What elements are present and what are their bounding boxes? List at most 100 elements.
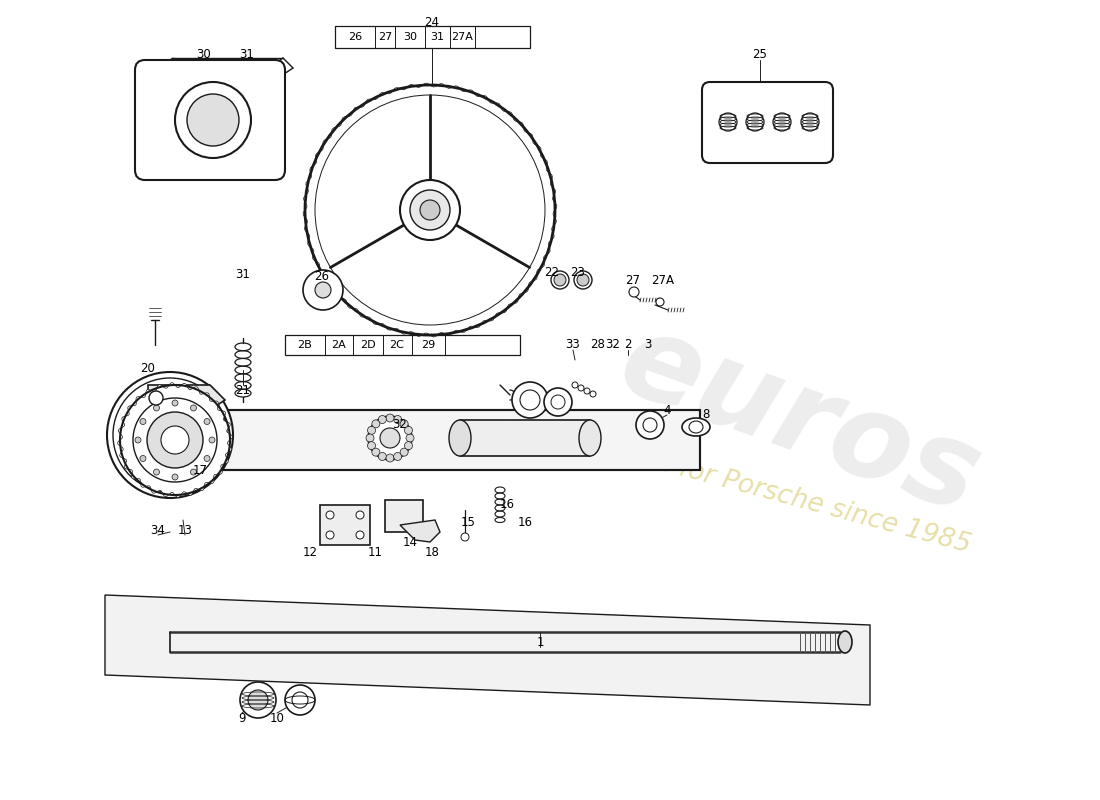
Circle shape xyxy=(410,190,450,230)
FancyBboxPatch shape xyxy=(135,60,285,180)
Circle shape xyxy=(420,200,440,220)
Circle shape xyxy=(378,415,386,423)
Circle shape xyxy=(172,400,178,406)
Polygon shape xyxy=(400,520,440,542)
Circle shape xyxy=(400,420,408,428)
Circle shape xyxy=(400,448,408,456)
Text: 13: 13 xyxy=(177,523,192,537)
Circle shape xyxy=(204,455,210,462)
Text: 27: 27 xyxy=(378,32,392,42)
Text: 2: 2 xyxy=(625,338,631,351)
Circle shape xyxy=(461,533,469,541)
Text: 32: 32 xyxy=(393,418,407,431)
Text: 34: 34 xyxy=(151,523,165,537)
Text: 9: 9 xyxy=(239,711,245,725)
Text: 33: 33 xyxy=(565,338,581,351)
Text: 23: 23 xyxy=(571,266,585,278)
Bar xyxy=(320,505,370,545)
Circle shape xyxy=(578,274,588,286)
Ellipse shape xyxy=(838,631,853,653)
FancyBboxPatch shape xyxy=(702,82,833,163)
Circle shape xyxy=(372,420,379,428)
Text: 10: 10 xyxy=(270,711,285,725)
Text: 22: 22 xyxy=(544,266,560,278)
Circle shape xyxy=(394,415,402,423)
Circle shape xyxy=(248,690,268,710)
Circle shape xyxy=(190,469,197,475)
Circle shape xyxy=(386,454,394,462)
Circle shape xyxy=(147,412,204,468)
Circle shape xyxy=(636,411,664,439)
Circle shape xyxy=(240,682,276,718)
Circle shape xyxy=(386,414,394,422)
Polygon shape xyxy=(104,595,870,705)
Text: 32: 32 xyxy=(606,338,620,351)
Circle shape xyxy=(367,442,375,450)
Polygon shape xyxy=(148,410,700,470)
Text: 2B: 2B xyxy=(298,340,312,350)
Circle shape xyxy=(367,426,375,434)
Circle shape xyxy=(405,442,412,450)
Circle shape xyxy=(368,416,412,460)
Text: 21: 21 xyxy=(235,383,251,397)
Circle shape xyxy=(551,271,569,289)
Circle shape xyxy=(629,287,639,297)
Circle shape xyxy=(133,398,217,482)
Text: 31: 31 xyxy=(240,49,254,62)
Text: 27A: 27A xyxy=(451,32,473,42)
Bar xyxy=(385,500,424,532)
Circle shape xyxy=(400,180,460,240)
Text: 11: 11 xyxy=(367,546,383,558)
Circle shape xyxy=(187,94,239,146)
Circle shape xyxy=(394,453,402,461)
Text: 31: 31 xyxy=(430,32,444,42)
Text: euros: euros xyxy=(605,302,996,538)
Circle shape xyxy=(175,82,251,158)
Circle shape xyxy=(209,437,214,443)
Circle shape xyxy=(574,271,592,289)
Text: 1: 1 xyxy=(537,635,543,649)
Circle shape xyxy=(746,113,764,131)
Text: 30: 30 xyxy=(197,49,211,62)
Text: 30: 30 xyxy=(403,32,417,42)
Text: 2D: 2D xyxy=(360,340,376,350)
Circle shape xyxy=(302,270,343,310)
Text: 18: 18 xyxy=(425,546,439,558)
Circle shape xyxy=(107,372,233,498)
Text: 20: 20 xyxy=(141,362,155,374)
Ellipse shape xyxy=(579,420,601,456)
Text: 26: 26 xyxy=(348,32,362,42)
Circle shape xyxy=(315,282,331,298)
Text: 31: 31 xyxy=(235,269,251,282)
Circle shape xyxy=(190,405,197,411)
Text: 3: 3 xyxy=(645,338,651,351)
Text: 16: 16 xyxy=(517,515,532,529)
Text: 29: 29 xyxy=(421,340,436,350)
Circle shape xyxy=(719,113,737,131)
Text: a passion for Porsche since 1985: a passion for Porsche since 1985 xyxy=(547,421,974,559)
Circle shape xyxy=(405,426,412,434)
Text: 4: 4 xyxy=(663,403,671,417)
Circle shape xyxy=(801,113,820,131)
Circle shape xyxy=(406,434,414,442)
Circle shape xyxy=(656,298,664,306)
Circle shape xyxy=(135,437,141,443)
Text: 16: 16 xyxy=(499,498,515,511)
Text: 2C: 2C xyxy=(389,340,405,350)
Circle shape xyxy=(326,511,334,519)
Circle shape xyxy=(154,469,160,475)
Text: 24: 24 xyxy=(425,15,440,29)
Circle shape xyxy=(140,418,146,425)
Circle shape xyxy=(356,511,364,519)
Text: 27A: 27A xyxy=(651,274,674,286)
Circle shape xyxy=(148,391,163,405)
Circle shape xyxy=(773,113,791,131)
Circle shape xyxy=(372,448,379,456)
Text: 15: 15 xyxy=(461,515,475,529)
Text: 25: 25 xyxy=(752,49,768,62)
Text: 8: 8 xyxy=(702,409,710,422)
Text: 14: 14 xyxy=(403,535,418,549)
Bar xyxy=(285,335,520,355)
Ellipse shape xyxy=(449,420,471,456)
Ellipse shape xyxy=(682,418,710,436)
